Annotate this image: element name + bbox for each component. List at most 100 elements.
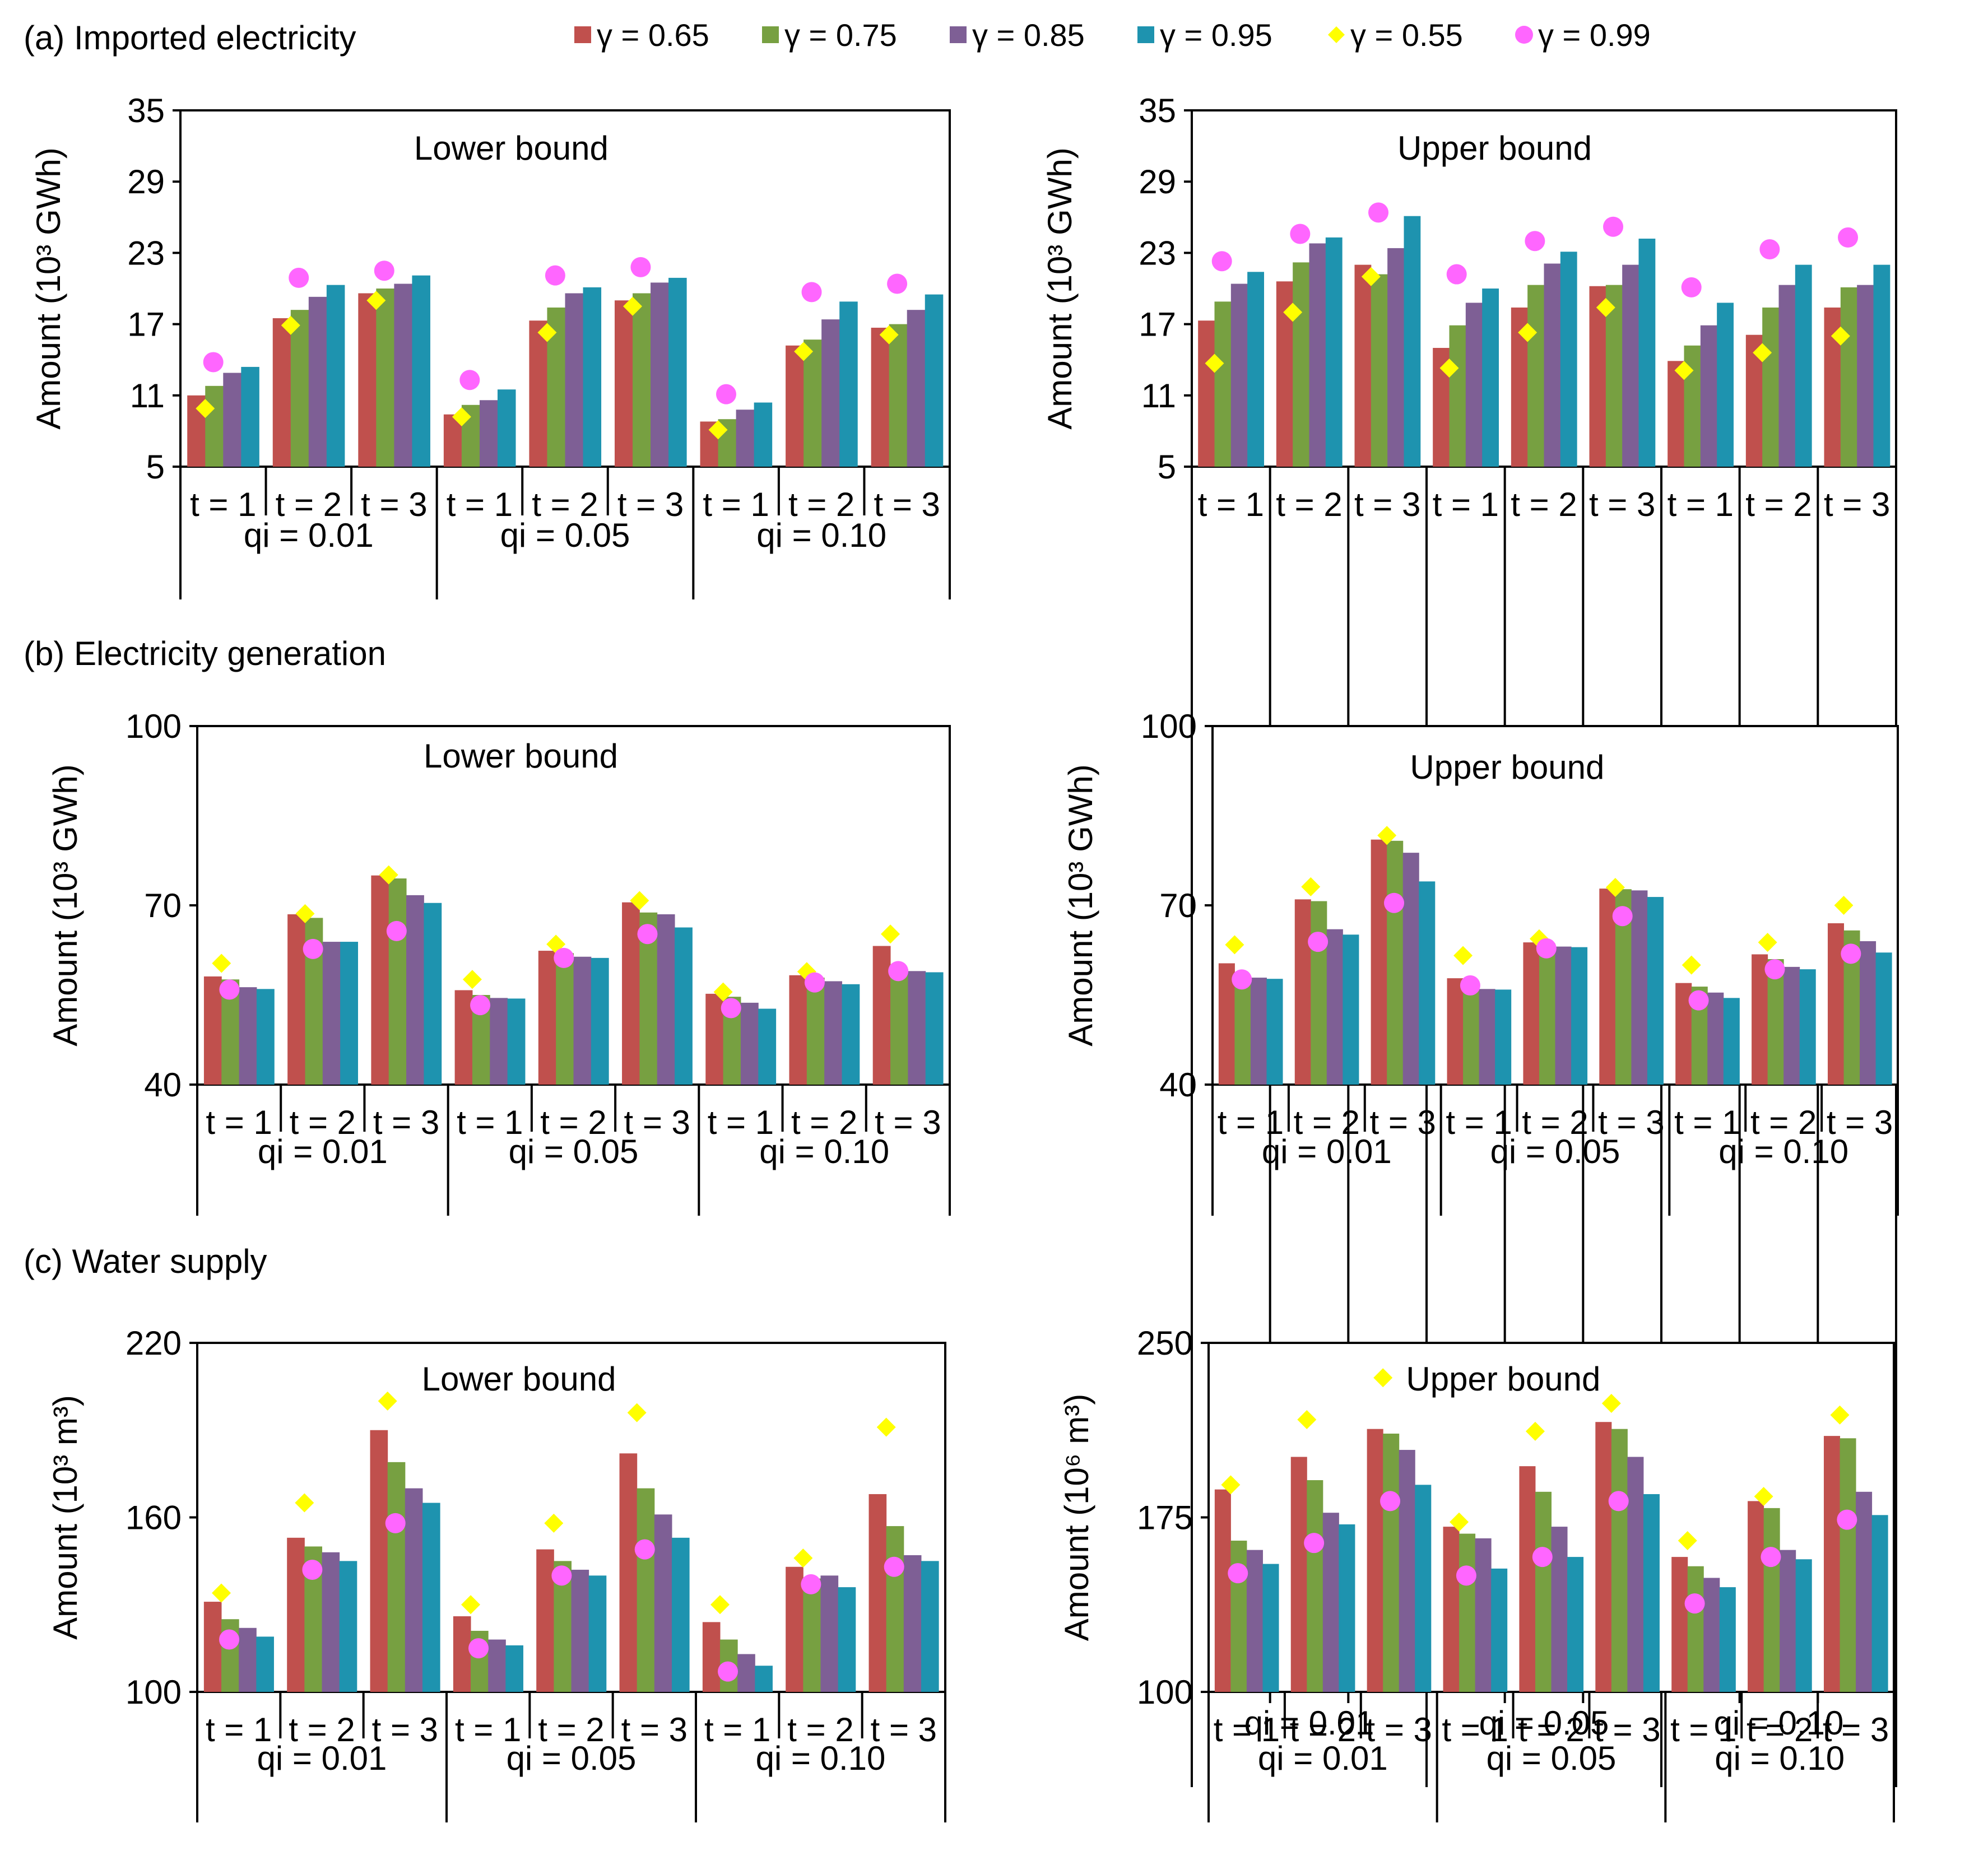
- x-tick-label: t = 3: [373, 1104, 439, 1141]
- y-tick-label: 29: [1139, 163, 1176, 201]
- section-title: (a) Imported electricity: [24, 19, 356, 57]
- bar: [1402, 853, 1419, 1085]
- marker-circle: [1681, 277, 1702, 297]
- bar: [737, 1654, 755, 1692]
- bar: [1763, 1508, 1780, 1692]
- marker-circle: [1290, 224, 1311, 244]
- marker-circle: [289, 267, 309, 288]
- bar: [1780, 1550, 1796, 1692]
- x-tick-label: t = 2: [788, 486, 854, 523]
- marker-diamond: [793, 1548, 813, 1568]
- bar: [1599, 889, 1616, 1085]
- bar: [1250, 978, 1267, 1085]
- marker-diamond: [1596, 297, 1615, 317]
- bar: [272, 318, 291, 467]
- bar: [1605, 285, 1623, 467]
- y-tick-label: 160: [126, 1499, 182, 1537]
- bar: [705, 993, 724, 1085]
- bar: [1762, 307, 1779, 467]
- marker-circle: [386, 920, 407, 941]
- y-tick-label: 35: [1139, 92, 1176, 129]
- legend-item: γ = 0.75: [762, 17, 897, 53]
- marker-diamond: [1283, 303, 1303, 322]
- bar: [490, 998, 508, 1085]
- marker-circle: [470, 995, 491, 1016]
- bar: [488, 1639, 506, 1692]
- y-axis-label: Amount (10³ GWh): [47, 764, 84, 1046]
- legend-label: γ = 0.99: [1538, 17, 1651, 53]
- bar: [1611, 1429, 1628, 1692]
- marker-diamond: [1205, 354, 1224, 373]
- marker-circle: [716, 384, 736, 404]
- x-tick-label: t = 3: [1824, 486, 1890, 523]
- y-tick-label: 100: [126, 1673, 182, 1711]
- marker-diamond: [623, 296, 643, 316]
- marker-diamond: [379, 865, 398, 885]
- group-label: qi = 0.05: [1479, 1704, 1609, 1742]
- marker-diamond: [1301, 877, 1321, 896]
- bar: [786, 345, 804, 467]
- marker-circle: [1211, 251, 1232, 272]
- marker-circle: [1838, 227, 1859, 248]
- marker-circle: [1228, 1563, 1248, 1584]
- marker-circle: [887, 273, 908, 294]
- marker-circle: [303, 938, 323, 959]
- y-axis-label: Amount (10³ m³): [47, 1395, 84, 1640]
- bar: [1449, 325, 1466, 467]
- legend-swatch: [762, 26, 779, 43]
- x-tick-label: t = 1: [1670, 1711, 1736, 1748]
- marker-diamond: [1601, 1393, 1621, 1413]
- bar: [789, 975, 807, 1085]
- bar: [339, 1561, 357, 1692]
- bar: [1560, 252, 1577, 467]
- marker-circle: [1532, 1547, 1553, 1568]
- marker-diamond: [462, 970, 482, 989]
- bar: [889, 324, 908, 467]
- bar: [758, 1008, 777, 1085]
- bar: [505, 1645, 523, 1692]
- x-tick-label: t = 2: [1294, 1104, 1360, 1141]
- marker-diamond: [1682, 955, 1701, 975]
- marker-diamond: [212, 1583, 231, 1603]
- group-label: qi = 0.10: [1714, 1704, 1844, 1742]
- marker-diamond: [1834, 896, 1854, 915]
- marker-diamond: [1225, 935, 1244, 955]
- legend-label: γ = 0.95: [1160, 17, 1272, 53]
- legend-label: γ = 0.55: [1350, 17, 1463, 53]
- marker-circle: [468, 1638, 489, 1659]
- x-tick-label: t = 2: [1518, 1711, 1584, 1748]
- bar: [529, 320, 547, 467]
- marker-diamond: [1297, 1410, 1317, 1430]
- legend-swatch: [950, 26, 967, 43]
- bar: [203, 1602, 222, 1692]
- marker-circle: [1603, 216, 1624, 237]
- bar: [1495, 989, 1512, 1085]
- bar: [287, 914, 305, 1085]
- y-tick-label: 5: [146, 448, 165, 486]
- chart-title: Lower bound: [424, 737, 618, 775]
- marker-diamond: [1674, 361, 1694, 380]
- group-label: qi = 0.05: [1487, 1740, 1617, 1777]
- legend-swatch: [1137, 26, 1154, 43]
- bar: [1387, 248, 1404, 467]
- bar: [1671, 1557, 1688, 1692]
- x-tick-label: t = 2: [276, 486, 342, 523]
- marker-diamond: [1678, 1531, 1697, 1551]
- x-tick-label: t = 1: [447, 486, 513, 523]
- bar: [1840, 1438, 1856, 1692]
- marker-circle: [1460, 975, 1480, 996]
- marker-diamond: [794, 342, 814, 361]
- bar: [1799, 969, 1816, 1085]
- marker-diamond: [1221, 1475, 1241, 1495]
- bar: [1700, 325, 1717, 467]
- marker-diamond: [713, 982, 733, 1002]
- bar: [1475, 1538, 1492, 1692]
- bar: [387, 1462, 406, 1692]
- bar: [1827, 923, 1845, 1085]
- x-tick-label: t = 2: [1511, 486, 1577, 523]
- marker-diamond: [1754, 1487, 1773, 1506]
- marker-diamond: [295, 1493, 314, 1513]
- bar: [573, 956, 592, 1085]
- x-tick-label: t = 1: [455, 1711, 521, 1748]
- x-tick-label: t = 3: [1370, 1104, 1436, 1141]
